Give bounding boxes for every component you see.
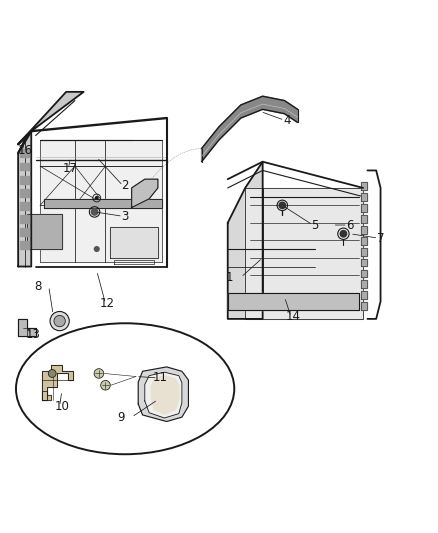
Text: 5: 5 bbox=[311, 219, 319, 231]
Text: 10: 10 bbox=[54, 400, 69, 413]
Circle shape bbox=[101, 381, 110, 390]
Circle shape bbox=[48, 369, 56, 377]
Polygon shape bbox=[201, 96, 297, 161]
Polygon shape bbox=[145, 372, 182, 418]
Text: 14: 14 bbox=[286, 310, 301, 323]
Polygon shape bbox=[361, 292, 367, 299]
Polygon shape bbox=[361, 204, 367, 212]
Ellipse shape bbox=[16, 323, 234, 454]
Polygon shape bbox=[361, 280, 367, 288]
Circle shape bbox=[91, 208, 99, 216]
Polygon shape bbox=[18, 319, 35, 336]
Circle shape bbox=[54, 316, 65, 327]
Polygon shape bbox=[20, 149, 29, 157]
Text: 11: 11 bbox=[152, 372, 168, 384]
Polygon shape bbox=[132, 179, 158, 207]
Text: 7: 7 bbox=[377, 232, 384, 245]
Polygon shape bbox=[361, 215, 367, 223]
Circle shape bbox=[339, 230, 347, 238]
Circle shape bbox=[95, 197, 98, 199]
Polygon shape bbox=[361, 237, 367, 245]
Text: 16: 16 bbox=[17, 144, 32, 157]
Polygon shape bbox=[361, 302, 367, 310]
Text: 4: 4 bbox=[283, 114, 290, 127]
Polygon shape bbox=[361, 226, 367, 234]
Circle shape bbox=[94, 246, 100, 252]
Polygon shape bbox=[20, 228, 29, 236]
Polygon shape bbox=[44, 199, 162, 207]
Polygon shape bbox=[245, 188, 363, 319]
Polygon shape bbox=[20, 189, 29, 197]
Polygon shape bbox=[20, 163, 29, 171]
Polygon shape bbox=[20, 202, 29, 210]
Text: 3: 3 bbox=[121, 210, 129, 223]
Text: 1: 1 bbox=[226, 271, 233, 284]
Polygon shape bbox=[27, 214, 62, 249]
Polygon shape bbox=[18, 92, 84, 144]
Polygon shape bbox=[361, 248, 367, 256]
Text: 2: 2 bbox=[121, 179, 129, 192]
Polygon shape bbox=[361, 270, 367, 277]
Polygon shape bbox=[20, 215, 29, 223]
Polygon shape bbox=[110, 227, 158, 258]
Polygon shape bbox=[151, 376, 179, 414]
Circle shape bbox=[94, 369, 104, 378]
Polygon shape bbox=[42, 365, 73, 400]
Text: 12: 12 bbox=[100, 297, 115, 310]
Text: 8: 8 bbox=[34, 280, 42, 293]
Polygon shape bbox=[138, 367, 188, 422]
Polygon shape bbox=[20, 176, 29, 183]
Text: 13: 13 bbox=[26, 328, 41, 341]
Polygon shape bbox=[18, 131, 31, 266]
Polygon shape bbox=[361, 193, 367, 201]
Polygon shape bbox=[361, 259, 367, 266]
Polygon shape bbox=[228, 293, 359, 310]
Polygon shape bbox=[42, 391, 51, 400]
Circle shape bbox=[50, 311, 69, 330]
Polygon shape bbox=[361, 182, 367, 190]
Text: 9: 9 bbox=[117, 410, 124, 424]
Circle shape bbox=[279, 201, 286, 209]
Polygon shape bbox=[228, 161, 263, 319]
Text: 17: 17 bbox=[63, 161, 78, 175]
Polygon shape bbox=[20, 241, 29, 249]
Text: 6: 6 bbox=[346, 219, 354, 231]
Polygon shape bbox=[40, 140, 162, 262]
